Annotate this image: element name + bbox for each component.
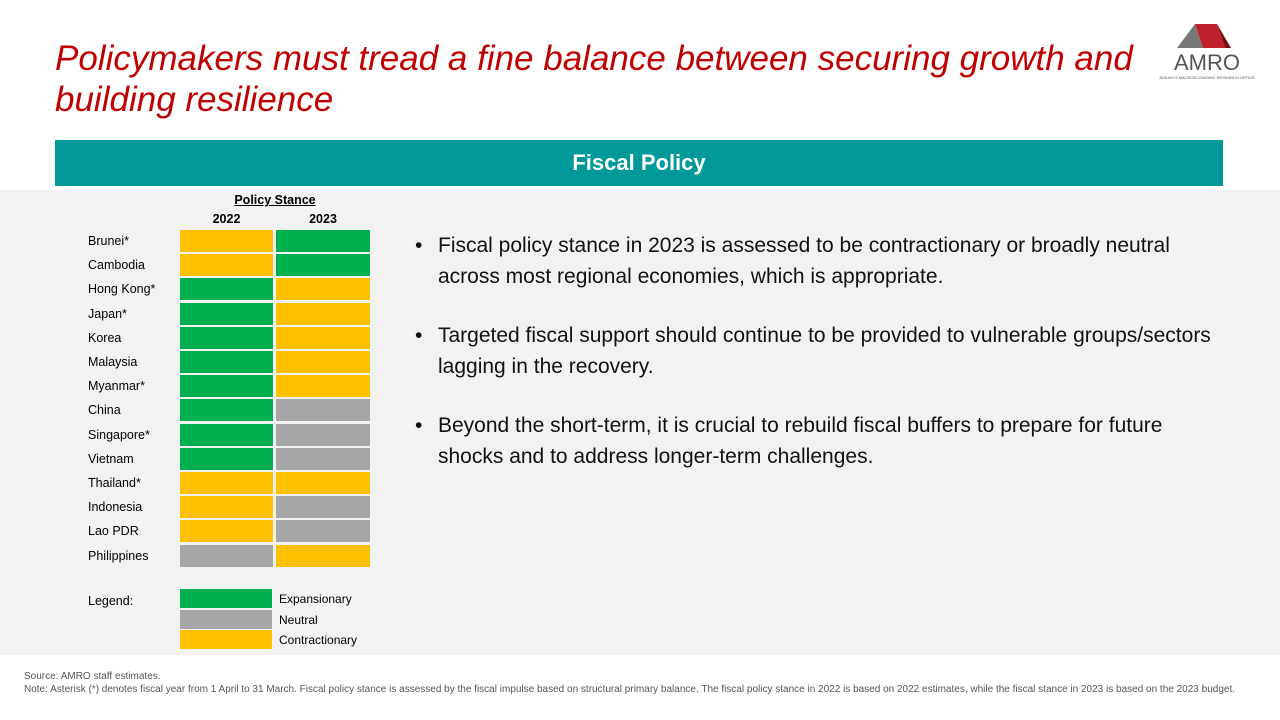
stance-cell xyxy=(276,399,370,422)
stance-cell xyxy=(180,472,273,494)
table-title: Policy Stance xyxy=(234,193,316,207)
slide-title: Policymakers must tread a fine balance b… xyxy=(55,39,1133,119)
legend-title: Legend: xyxy=(88,594,134,608)
bullet-text: Targeted fiscal support should continue … xyxy=(438,324,1211,378)
legend-label: Expansionary xyxy=(279,592,352,606)
stance-cell xyxy=(276,520,370,543)
stance-cell xyxy=(276,254,370,277)
stance-cell xyxy=(180,544,273,567)
country-label: Cambodia xyxy=(88,258,145,273)
country-label: Myanmar* xyxy=(88,379,145,394)
country-label: Thailand* xyxy=(88,476,141,490)
stance-cell xyxy=(276,351,370,373)
country-label: Japan* xyxy=(88,306,127,321)
country-label: China xyxy=(88,403,121,418)
column-header: 2023 xyxy=(309,212,337,226)
bullet-dot: • xyxy=(415,234,423,257)
stance-cell xyxy=(276,496,370,519)
stance-cell xyxy=(276,302,370,325)
logo-subtitle: ASEAN+3 MACROECONOMIC RESEARCH OFFICE xyxy=(1159,75,1255,80)
country-label: Hong Kong* xyxy=(88,282,156,297)
logo-text: AMRO xyxy=(1174,50,1240,75)
stance-cell xyxy=(180,302,273,325)
stance-cell xyxy=(180,520,273,543)
stance-cell xyxy=(276,326,370,349)
stance-cell xyxy=(180,230,273,252)
stance-cell xyxy=(276,544,370,567)
stance-cell xyxy=(180,375,273,398)
stance-cell xyxy=(180,351,273,373)
column-header: 2022 xyxy=(212,212,241,226)
legend-label: Contractionary xyxy=(279,633,358,647)
source: Source: AMRO staff estimates. xyxy=(24,671,161,682)
stance-cell xyxy=(180,423,273,446)
stance-cell xyxy=(180,326,273,349)
bullet: • Targeted fiscal support should continue… xyxy=(415,320,1215,382)
country-label: Brunei* xyxy=(88,234,129,248)
bullet-text: Fiscal policy stance in 2023 is assessed… xyxy=(438,234,1170,288)
country-label: Korea xyxy=(88,330,122,345)
country-label: Singapore* xyxy=(88,427,150,442)
stance-cell xyxy=(276,278,370,301)
legend-swatch xyxy=(180,589,272,608)
note: Note: Asterisk (*) denotes fiscal year f… xyxy=(24,684,1236,695)
stance-cell xyxy=(180,278,273,301)
country-label: Lao PDR xyxy=(88,524,139,539)
country-label: Indonesia xyxy=(88,500,143,515)
stance-cell xyxy=(276,423,370,446)
logo: AMRO ASEAN+3 MACROECONOMIC RESEARCH OFFI… xyxy=(1159,24,1255,80)
country-label: Philippines xyxy=(88,548,149,563)
section-title: Fiscal Policy xyxy=(55,140,1223,186)
country-label: Malaysia xyxy=(88,355,138,369)
stance-cell xyxy=(180,447,273,470)
bullet-dot: • xyxy=(415,324,423,347)
legend-swatch xyxy=(180,630,272,649)
stance-cell xyxy=(180,399,273,422)
stance-cell xyxy=(276,472,370,494)
bullet-dot: • xyxy=(415,414,423,437)
bullet-text: Beyond the short-term, it is crucial to … xyxy=(438,414,1163,468)
stance-cell xyxy=(276,375,370,398)
legend-swatch xyxy=(180,609,272,629)
stance-cell xyxy=(276,230,370,252)
stance-cell xyxy=(180,254,273,277)
bullet: • Beyond the short-term, it is crucial to… xyxy=(415,410,1215,472)
stance-cell xyxy=(276,447,370,470)
bullet: • Fiscal policy stance in 2023 is assesse… xyxy=(415,230,1215,292)
stance-cell xyxy=(180,496,273,519)
legend-label: Neutral xyxy=(279,612,318,627)
country-label: Vietnam xyxy=(88,451,134,466)
